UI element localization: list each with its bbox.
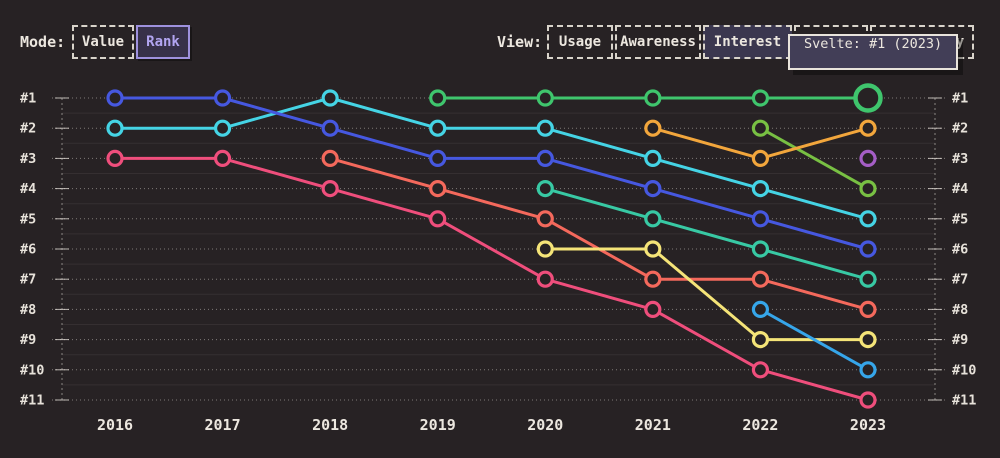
data-point-yellow-line[interactable] xyxy=(536,240,554,258)
y-axis-label-right: #8 xyxy=(952,302,968,318)
data-point-pink-line[interactable] xyxy=(213,149,232,167)
data-point-orange-line[interactable] xyxy=(644,119,662,137)
data-point-yellow-line[interactable] xyxy=(751,331,770,349)
data-point-blue-line[interactable] xyxy=(321,119,339,137)
data-point-pink-line[interactable] xyxy=(106,149,124,167)
view-option-awareness[interactable]: Awareness xyxy=(615,25,701,59)
y-axis-label-left: #5 xyxy=(20,211,36,227)
data-point-Svelte[interactable] xyxy=(429,89,447,107)
data-point-teal-line[interactable] xyxy=(644,210,662,228)
data-point-blue-line[interactable] xyxy=(536,149,554,167)
data-point-blue-line[interactable] xyxy=(859,240,877,258)
y-axis-label-left: #7 xyxy=(20,272,36,288)
x-axis-label: 2023 xyxy=(850,416,886,434)
view-label: View: xyxy=(497,33,543,51)
data-point-pink-line[interactable] xyxy=(751,361,770,379)
y-axis-label-left: #4 xyxy=(20,181,36,197)
y-axis-label-left: #3 xyxy=(20,151,36,167)
data-point-teal-line[interactable] xyxy=(751,240,770,258)
y-axis-label-left: #11 xyxy=(20,393,44,409)
data-point-cyan-line[interactable] xyxy=(106,119,124,137)
data-point-orange-line[interactable] xyxy=(751,149,770,167)
y-axis-label-left: #6 xyxy=(20,242,36,258)
data-point-pink-line[interactable] xyxy=(429,210,447,228)
data-point-blue-line[interactable] xyxy=(213,89,232,107)
tooltip: Svelte: #1 (2023) xyxy=(788,34,959,70)
y-axis-label-left: #1 xyxy=(20,91,36,107)
data-point-salmon-line[interactable] xyxy=(536,210,554,228)
data-point-salmon-line[interactable] xyxy=(751,270,770,288)
data-point-blue-line[interactable] xyxy=(751,210,770,228)
y-axis-label-right: #1 xyxy=(952,91,968,107)
x-axis-label: 2020 xyxy=(527,416,563,434)
y-axis-label-right: #5 xyxy=(952,211,968,227)
data-point-Svelte-highlighted[interactable] xyxy=(853,83,883,113)
data-point-cyan-line[interactable] xyxy=(644,149,662,167)
data-point-cyan-line[interactable] xyxy=(429,119,447,137)
data-point-teal-line[interactable] xyxy=(859,270,877,288)
y-axis-label-left: #10 xyxy=(20,362,44,378)
data-point-olive-line[interactable] xyxy=(751,119,770,137)
x-axis-label: 2021 xyxy=(635,416,671,434)
olive-line-path xyxy=(758,126,870,191)
data-point-purple-line[interactable] xyxy=(859,149,877,167)
pink-line-path xyxy=(113,156,870,402)
view-option-usage[interactable]: Usage xyxy=(547,25,613,59)
y-axis-label-right: #10 xyxy=(952,362,976,378)
blue-line-path xyxy=(113,96,870,251)
data-point-pink-line[interactable] xyxy=(859,391,877,409)
data-point-Svelte[interactable] xyxy=(644,89,662,107)
data-point-orange-line[interactable] xyxy=(859,119,877,137)
data-point-salmon-line[interactable] xyxy=(429,180,447,198)
y-axis-label-right: #3 xyxy=(952,151,968,167)
y-axis-label-right: #7 xyxy=(952,272,968,288)
azure-line-path xyxy=(758,307,870,372)
y-axis-label-right: #11 xyxy=(952,393,976,409)
mode-option-rank[interactable]: Rank xyxy=(136,25,190,59)
mode-option-value[interactable]: Value xyxy=(72,25,134,59)
data-point-azure-line[interactable] xyxy=(751,300,770,318)
data-point-salmon-line[interactable] xyxy=(644,270,662,288)
data-point-pink-line[interactable] xyxy=(536,270,554,288)
data-point-blue-line[interactable] xyxy=(429,149,447,167)
data-point-cyan-line[interactable] xyxy=(536,119,554,137)
data-point-Svelte[interactable] xyxy=(536,89,554,107)
data-point-olive-line[interactable] xyxy=(859,180,877,198)
y-axis-label-right: #2 xyxy=(952,121,968,137)
y-axis-label-left: #9 xyxy=(20,332,36,348)
data-point-yellow-line[interactable] xyxy=(644,240,662,258)
x-axis-label: 2018 xyxy=(312,416,348,434)
x-axis-label: 2017 xyxy=(205,416,241,434)
x-axis-label: 2016 xyxy=(97,416,133,434)
y-axis-label-right: #4 xyxy=(952,181,968,197)
data-point-cyan-line[interactable] xyxy=(751,180,770,198)
data-point-blue-line[interactable] xyxy=(106,89,124,107)
x-axis-label: 2022 xyxy=(742,416,778,434)
data-point-cyan-line[interactable] xyxy=(321,89,339,107)
y-axis-label-left: #8 xyxy=(20,302,36,318)
teal-line-path xyxy=(543,187,870,281)
data-point-cyan-line[interactable] xyxy=(213,119,232,137)
view-option-interest[interactable]: Interest xyxy=(703,25,792,59)
data-point-teal-line[interactable] xyxy=(536,180,554,198)
data-point-blue-line[interactable] xyxy=(644,180,662,198)
data-point-pink-line[interactable] xyxy=(321,180,339,198)
data-point-salmon-line[interactable] xyxy=(321,149,339,167)
x-axis-label: 2019 xyxy=(420,416,456,434)
data-point-cyan-line[interactable] xyxy=(859,210,877,228)
y-axis-label-right: #6 xyxy=(952,242,968,258)
tooltip-text: Svelte: #1 (2023) xyxy=(804,36,943,52)
mode-label: Mode: xyxy=(20,33,66,51)
cyan-line-path xyxy=(113,96,870,221)
data-point-yellow-line[interactable] xyxy=(859,331,877,349)
y-axis-label-right: #9 xyxy=(952,332,968,348)
y-axis-label-left: #2 xyxy=(20,121,36,137)
data-point-salmon-line[interactable] xyxy=(859,300,877,318)
data-point-pink-line[interactable] xyxy=(644,300,662,318)
data-point-azure-line[interactable] xyxy=(859,361,877,379)
data-point-Svelte[interactable] xyxy=(751,89,770,107)
